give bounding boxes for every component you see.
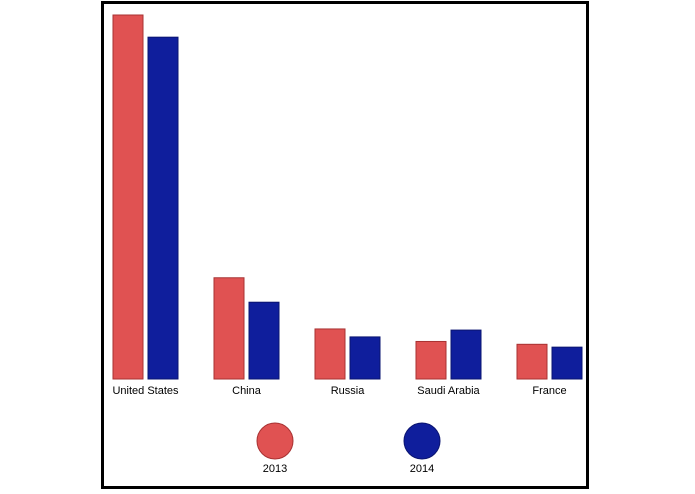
bar-2013-saudi-arabia: [415, 340, 447, 380]
bar-2013-france: [516, 343, 548, 380]
bar-2013-china: [213, 277, 245, 380]
bar-2013-united-states: [112, 14, 144, 380]
bar-2014-china: [248, 301, 280, 380]
x-tick-label: United States: [112, 385, 179, 397]
bar-2013-russia: [314, 328, 346, 380]
bar-2014-saudi-arabia: [450, 329, 482, 380]
tick-labels: United States China Russia Saudi Arabia Fran…: [112, 385, 566, 397]
x-tick-label: France: [532, 385, 566, 397]
x-tick-label: Russia: [331, 385, 366, 397]
legend: 2013 2014: [256, 422, 441, 475]
legend-marker-2013: [256, 422, 294, 460]
bar-2014-france: [551, 346, 583, 380]
legend-label-2014: 2014: [410, 463, 434, 475]
legend-label-2013: 2013: [263, 463, 287, 475]
bar-2014-russia: [349, 336, 381, 380]
x-tick-label: Saudi Arabia: [417, 385, 480, 397]
bar-2014-united-states: [147, 36, 179, 380]
bars-layer: [112, 14, 583, 380]
x-tick-label: China: [232, 385, 262, 397]
legend-marker-2014: [403, 422, 441, 460]
chart-frame: [101, 1, 589, 489]
